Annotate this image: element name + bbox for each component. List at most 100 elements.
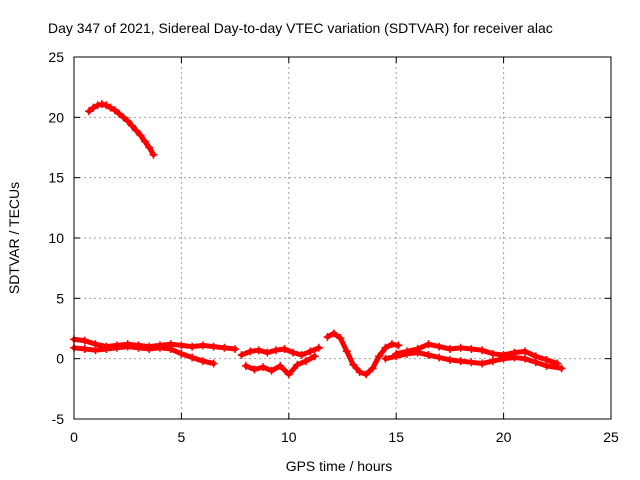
x-axis-label: GPS time / hours: [286, 458, 393, 474]
data-point: [402, 349, 411, 358]
data-point: [267, 366, 276, 375]
data-point: [241, 361, 250, 370]
data-point: [209, 342, 218, 351]
data-point: [306, 347, 315, 356]
data-point: [220, 343, 229, 352]
series-track-e: [323, 329, 403, 379]
x-tick-label: 20: [496, 429, 512, 445]
data-point: [362, 370, 371, 379]
data-point: [134, 343, 143, 352]
data-point: [259, 363, 268, 372]
data-point: [231, 345, 240, 354]
x-tick-label: 0: [70, 429, 78, 445]
data-point: [123, 116, 132, 125]
data-point: [488, 349, 497, 358]
data-point: [91, 346, 100, 355]
data-point: [115, 109, 124, 118]
data-point: [293, 360, 302, 369]
data-point: [510, 353, 519, 362]
data-point: [289, 348, 298, 357]
data-point: [435, 353, 444, 362]
data-point: [271, 346, 280, 355]
data-point: [284, 370, 293, 379]
data-point: [85, 107, 94, 116]
data-point: [557, 364, 566, 373]
data-point: [276, 361, 285, 370]
data-point: [435, 342, 444, 351]
data-point: [237, 351, 246, 360]
data-point: [381, 343, 390, 352]
data-point: [336, 334, 345, 343]
data-point: [145, 143, 154, 152]
data-point: [155, 343, 164, 352]
y-tick-label: 5: [56, 290, 64, 306]
data-point: [467, 358, 476, 367]
data-point: [342, 347, 351, 356]
data-point: [531, 358, 540, 367]
data-point: [375, 352, 384, 361]
data-point: [392, 352, 401, 361]
data-point: [198, 357, 207, 366]
data-point: [93, 101, 102, 110]
data-point: [488, 357, 497, 366]
data-point: [127, 121, 136, 130]
data-point: [112, 343, 121, 352]
data-point: [329, 329, 338, 338]
data-point: [424, 340, 433, 349]
data-point: [198, 341, 207, 350]
data-point: [301, 357, 310, 366]
data-point: [250, 365, 259, 374]
series-track-b: [70, 342, 218, 368]
x-tick-label: 10: [281, 429, 297, 445]
data-point: [136, 131, 145, 140]
data-point: [119, 113, 128, 122]
data-point: [387, 340, 396, 349]
data-point: [280, 345, 289, 354]
y-tick-label: 10: [48, 230, 64, 246]
data-point: [97, 100, 106, 109]
data-point: [263, 348, 272, 357]
y-axis-label: SDTVAR / TECUs: [6, 182, 22, 294]
data-point: [102, 345, 111, 354]
data-point: [209, 359, 218, 368]
data-point: [381, 354, 390, 363]
data-point: [424, 351, 433, 360]
data-point: [246, 347, 255, 356]
data-point: [254, 346, 263, 355]
data-point: [521, 347, 530, 356]
data-point: [368, 364, 377, 373]
data-point: [349, 360, 358, 369]
data-point: [456, 343, 465, 352]
series-track-c: [237, 343, 323, 360]
data-point: [499, 354, 508, 363]
data-point: [323, 332, 332, 341]
data-point: [145, 345, 154, 354]
data-point: [177, 349, 186, 358]
data-point: [106, 103, 115, 112]
data-point: [314, 343, 323, 352]
y-tick-label: -5: [52, 411, 65, 427]
data-point: [102, 101, 111, 110]
series-early-high-arc: [85, 100, 158, 159]
series-track-g: [381, 348, 566, 373]
data-point: [456, 357, 465, 366]
y-tick-label: 25: [48, 49, 64, 65]
data-point: [445, 345, 454, 354]
x-tick-label: 5: [178, 429, 186, 445]
data-point: [188, 353, 197, 362]
data-point: [445, 355, 454, 364]
data-point: [140, 137, 149, 146]
data-point: [80, 345, 89, 354]
ticks: 0 5 10 15 20 25 -5 0 5 10 15 20 25: [48, 49, 619, 445]
data-point: [166, 345, 175, 354]
data-point: [123, 342, 132, 351]
data-point: [80, 336, 89, 345]
data-point: [149, 150, 158, 159]
data-point: [413, 348, 422, 357]
data-point: [521, 354, 530, 363]
series-trace: [393, 341, 560, 366]
data-point: [394, 341, 403, 350]
y-tick-label: 0: [56, 351, 64, 367]
data-point: [177, 341, 186, 350]
